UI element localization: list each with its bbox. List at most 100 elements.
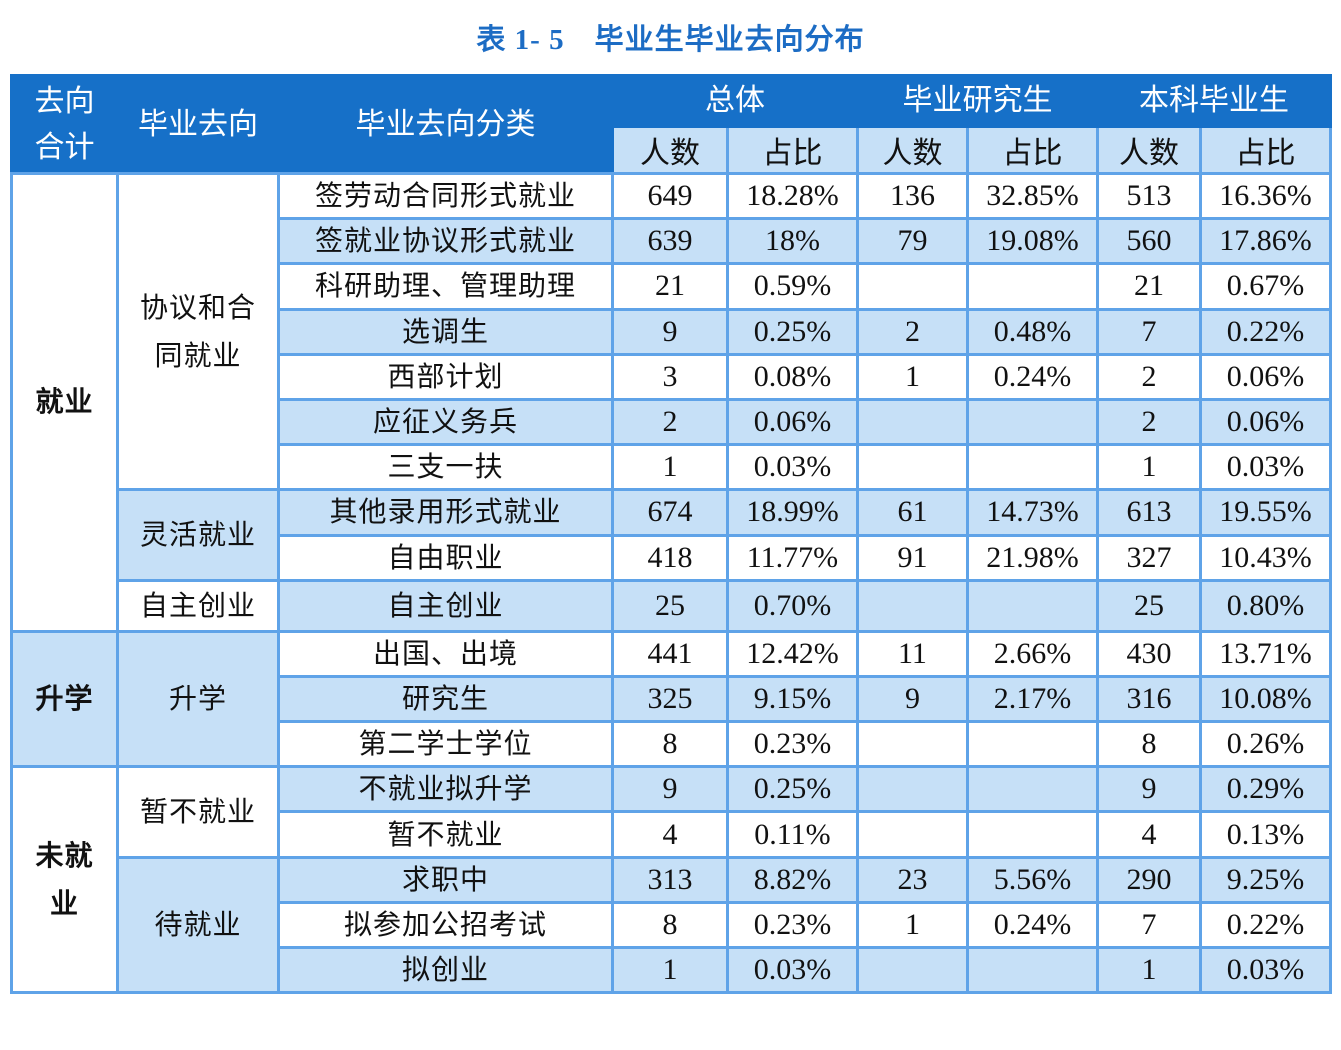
postgrad-count-cell: 79 (856, 217, 969, 266)
overall-count-cell: 9 (611, 307, 729, 356)
overall-count-cell: 25 (611, 578, 729, 633)
overall-count-cell: 21 (611, 262, 729, 311)
postgrad-percent-cell (966, 765, 1099, 814)
overall-count-cell: 418 (611, 533, 729, 582)
header-count: 人数 (856, 125, 969, 175)
overall-count-cell: 3 (611, 352, 729, 401)
postgrad-count-cell (856, 810, 969, 859)
undergrad-percent-cell: 0.13% (1199, 810, 1332, 859)
undergrad-percent-cell: 0.22% (1199, 307, 1332, 356)
postgrad-count-cell: 23 (856, 855, 969, 904)
undergrad-count-cell: 613 (1096, 488, 1202, 537)
undergrad-percent-cell: 0.26% (1199, 720, 1332, 769)
overall-count-cell: 9 (611, 765, 729, 814)
category-cell: 签劳动合同形式就业 (277, 171, 614, 221)
header-group-overall: 总体 (611, 74, 859, 128)
overall-percent-cell: 11.77% (726, 533, 859, 582)
overall-count-cell: 441 (611, 629, 729, 678)
postgrad-percent-cell: 2.17% (966, 674, 1099, 724)
postgrad-count-cell (856, 443, 969, 492)
undergrad-percent-cell: 0.06% (1199, 352, 1332, 401)
overall-count-cell: 639 (611, 217, 729, 266)
table-row: 拟创业 1 0.03% 1 0.03% (12, 945, 1332, 995)
overall-count-cell: 649 (611, 171, 729, 221)
undergrad-count-cell: 430 (1096, 629, 1202, 678)
undergrad-percent-cell: 9.25% (1199, 855, 1332, 904)
postgrad-percent-cell (966, 578, 1099, 633)
overall-count-cell: 313 (611, 855, 729, 904)
overall-count-cell: 8 (611, 900, 729, 950)
table-title-text: 毕业生毕业去向分布 (594, 22, 865, 56)
table-row: 拟参加公招考试 8 0.23% 1 0.24% 7 0.22% (12, 900, 1332, 950)
overall-count-cell: 325 (611, 674, 729, 724)
undergrad-percent-cell: 0.03% (1199, 945, 1332, 995)
overall-percent-cell: 12.42% (726, 629, 859, 678)
overall-percent-cell: 18.28% (726, 171, 859, 221)
postgrad-count-cell (856, 578, 969, 633)
postgrad-percent-cell (966, 397, 1099, 447)
postgrad-percent-cell: 14.73% (966, 488, 1099, 537)
table-row: 签就业协议形式就业 639 18% 79 19.08% 560 17.86% (12, 217, 1332, 266)
category-cell: 科研助理、管理助理 (277, 262, 614, 311)
undergrad-count-cell: 316 (1096, 674, 1202, 724)
category-cell: 自由职业 (277, 533, 614, 582)
table-row: 自由职业 418 11.77% 91 21.98% 327 10.43% (12, 533, 1332, 582)
overall-percent-cell: 0.06% (726, 397, 859, 447)
undergrad-percent-cell: 0.29% (1199, 765, 1332, 814)
overall-percent-cell: 18.99% (726, 488, 859, 537)
table-row: 选调生 9 0.25% 2 0.48% 7 0.22% (12, 307, 1332, 356)
graduate-destination-table: 去向合计 毕业去向 毕业去向分类 总体 毕业研究生 本科毕业生 人数 占比 人数… (10, 74, 1332, 995)
category-cell: 应征义务兵 (277, 397, 614, 447)
table-row: 科研助理、管理助理 21 0.59% 21 0.67% (12, 262, 1332, 311)
table-row: 灵活就业 其他录用形式就业 674 18.99% 61 14.73% 613 19.55% (12, 488, 1332, 582)
postgrad-percent-cell (966, 443, 1099, 492)
destination-cell: 自主创业 (116, 578, 280, 633)
overall-percent-cell: 0.70% (726, 578, 859, 633)
category-cell: 暂不就业 (277, 810, 614, 859)
destination-total-cell: 就业 (10, 172, 119, 633)
table-row: 三支一扶 1 0.03% 1 0.03% (12, 443, 1332, 492)
category-cell: 其他录用形式就业 (277, 488, 614, 537)
postgrad-count-cell (856, 262, 969, 311)
overall-percent-cell: 0.11% (726, 810, 859, 859)
postgrad-count-cell: 1 (856, 352, 969, 401)
undergrad-count-cell: 513 (1096, 171, 1202, 221)
postgrad-count-cell: 61 (856, 488, 969, 537)
category-cell: 西部计划 (277, 352, 614, 401)
table-row: 升学 升学 出国、出境 441 12.42% 11 2.66% 430 13.71% (10, 629, 1332, 769)
undergrad-count-cell: 1 (1096, 945, 1202, 995)
postgrad-percent-cell: 21.98% (966, 533, 1099, 582)
overall-percent-cell: 0.25% (726, 765, 859, 814)
undergrad-percent-cell: 10.43% (1199, 533, 1332, 582)
table-row: 应征义务兵 2 0.06% 2 0.06% (12, 397, 1332, 447)
undergrad-count-cell: 7 (1096, 307, 1202, 356)
postgrad-count-cell (856, 720, 969, 769)
overall-count-cell: 1 (611, 945, 729, 995)
overall-percent-cell: 18% (726, 217, 859, 266)
table-row: 研究生 325 9.15% 9 2.17% 316 10.08% (12, 674, 1332, 724)
category-cell: 三支一扶 (277, 443, 614, 492)
category-cell: 自主创业 (277, 578, 614, 633)
undergrad-percent-cell: 17.86% (1199, 217, 1332, 266)
table-row: 自主创业 自主创业 25 0.70% 25 0.80% (12, 578, 1332, 633)
category-cell: 研究生 (277, 674, 614, 724)
destination-total-cell: 未就业 (10, 765, 119, 995)
header-group-postgraduate: 毕业研究生 (856, 74, 1099, 128)
undergrad-count-cell: 4 (1096, 810, 1202, 859)
postgrad-count-cell: 136 (856, 171, 969, 221)
header-destination-category: 毕业去向分类 (277, 74, 614, 175)
postgrad-percent-cell (966, 810, 1099, 859)
postgrad-count-cell: 1 (856, 900, 969, 950)
overall-percent-cell: 8.82% (726, 855, 859, 904)
undergrad-percent-cell: 0.80% (1199, 578, 1332, 633)
header-destination: 毕业去向 (116, 74, 280, 175)
destination-cell: 升学 (116, 629, 280, 769)
category-cell: 求职中 (277, 855, 614, 904)
postgrad-percent-cell: 2.66% (966, 629, 1099, 678)
postgrad-count-cell (856, 397, 969, 447)
undergrad-count-cell: 327 (1096, 533, 1202, 582)
category-cell: 拟创业 (277, 945, 614, 995)
table-row: 西部计划 3 0.08% 1 0.24% 2 0.06% (12, 352, 1332, 401)
overall-count-cell: 4 (611, 810, 729, 859)
undergrad-percent-cell: 13.71% (1199, 629, 1332, 678)
